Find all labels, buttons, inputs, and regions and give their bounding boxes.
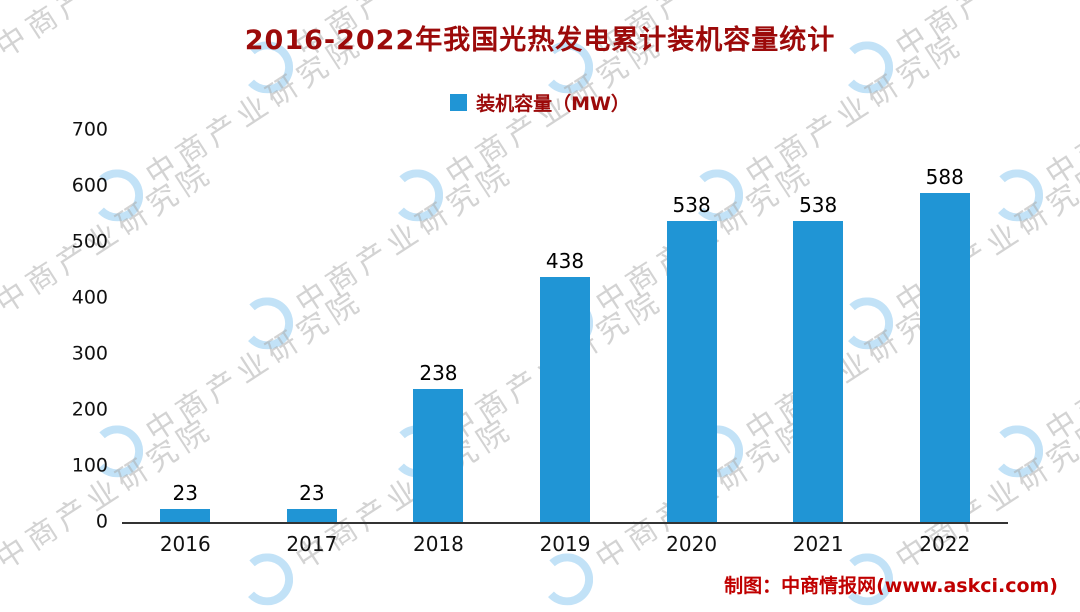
- bar-value-label: 588: [925, 164, 964, 189]
- y-tick-label: 600: [71, 174, 108, 197]
- bar-value-label: 23: [299, 481, 325, 506]
- legend-label: 装机容量（MW）: [476, 93, 630, 115]
- chart-title: 2016-2022年我国光热发电累计装机容量统计: [244, 25, 836, 56]
- y-tick-label: 700: [71, 118, 108, 141]
- bars: 23 2016 23 2017 238 2018 438 2019 538 2020 538 2021…: [122, 130, 1008, 554]
- bar-slot: 438 2019: [502, 130, 629, 554]
- y-tick-label: 200: [71, 398, 108, 421]
- bar-2020: 538: [666, 195, 717, 522]
- x-axis-label: 2019: [539, 532, 591, 556]
- bar-value-label: 23: [172, 481, 199, 506]
- legend-swatch-icon: [450, 94, 468, 111]
- bar-2022: 588: [919, 167, 970, 522]
- legend: 装机容量（MW）: [0, 89, 1080, 116]
- bar-slot: 23 2016: [122, 130, 249, 554]
- bar-2018: 238: [413, 363, 464, 522]
- bar-slot: 238 2018: [375, 130, 502, 554]
- bar-2021: 538: [793, 195, 844, 522]
- y-tick-label: 0: [95, 510, 108, 533]
- x-axis-label: 2020: [666, 532, 718, 556]
- x-axis-label: 2022: [919, 532, 971, 556]
- bar-value-label: 538: [799, 192, 838, 217]
- y-tick-label: 100: [71, 454, 108, 477]
- bar-slot: 538 2020: [628, 130, 755, 554]
- y-tick-label: 400: [71, 286, 108, 309]
- bar-slot: 23 2017: [249, 130, 376, 554]
- y-tick-label: 300: [71, 342, 108, 365]
- bar-value-label: 238: [419, 360, 458, 385]
- x-axis-label: 2016: [159, 532, 211, 556]
- bar-value-label: 538: [672, 192, 711, 217]
- bar-slot: 538 2021: [755, 130, 882, 554]
- credit-text: 制图：中商情报网(www.askci.com): [724, 575, 1058, 597]
- x-axis-label: 2021: [792, 532, 844, 556]
- y-tick-label: 500: [71, 230, 108, 253]
- bar-2019: 438: [540, 251, 591, 522]
- plot-area: 23 2016 23 2017 238 2018 438 2019 538 2020 538 2021…: [72, 120, 1008, 554]
- bar-2017: 23: [286, 483, 337, 522]
- x-axis-label: 2018: [412, 532, 464, 556]
- bar-2016: 23: [160, 483, 211, 522]
- x-axis-label: 2017: [286, 532, 338, 556]
- bar-value-label: 438: [545, 248, 585, 273]
- bar-slot: 588 2022: [881, 130, 1008, 554]
